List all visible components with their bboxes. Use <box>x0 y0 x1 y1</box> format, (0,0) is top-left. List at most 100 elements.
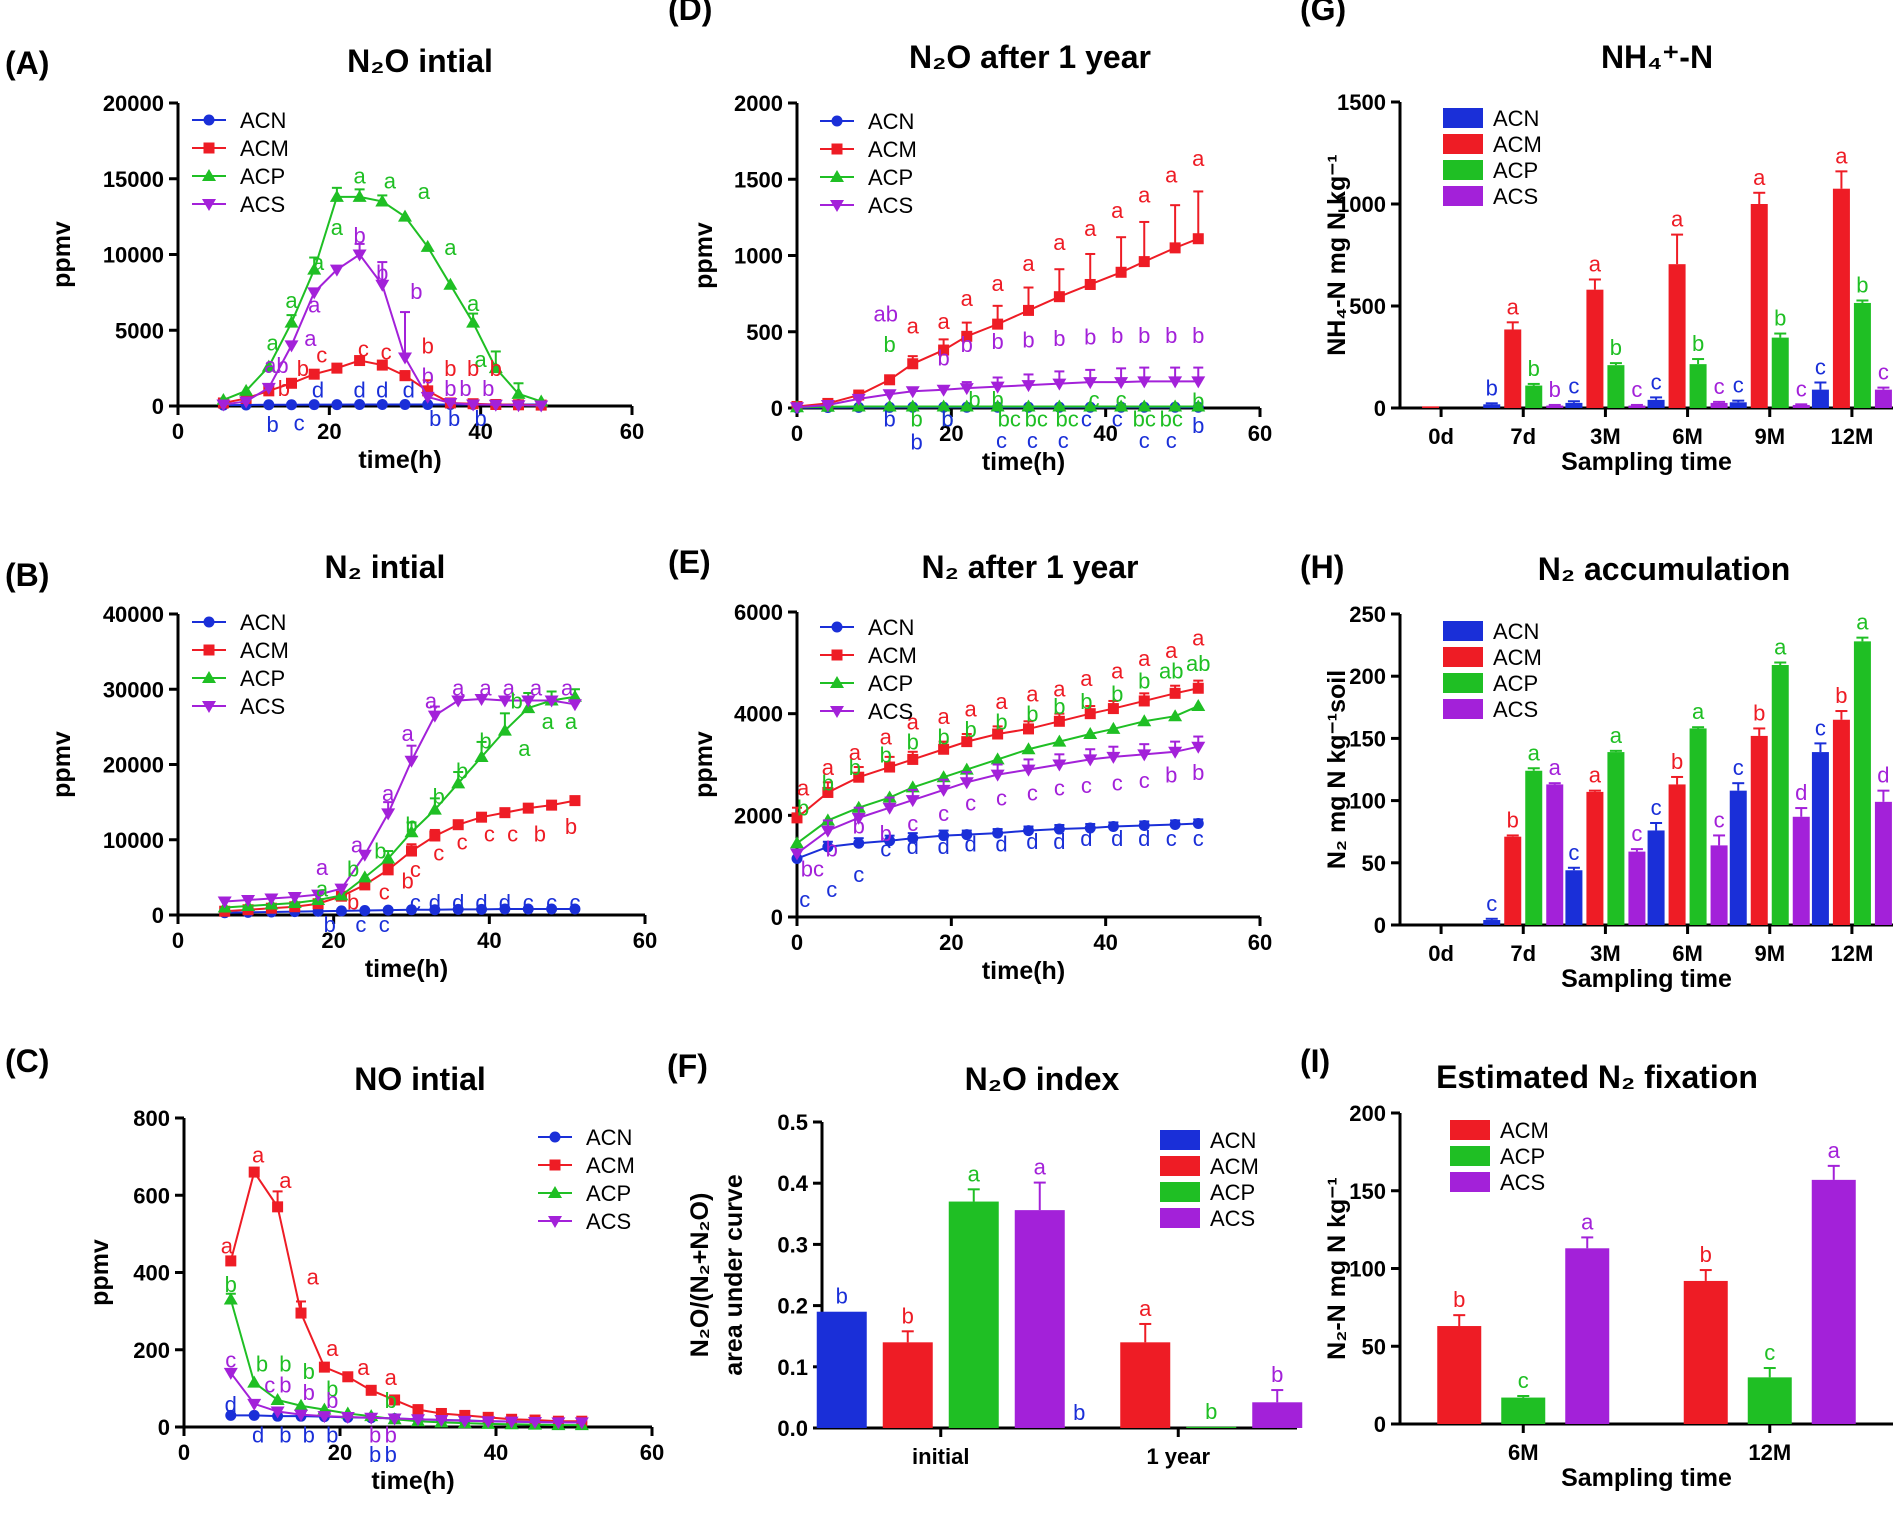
series-ACS <box>217 694 582 909</box>
series-ACN <box>791 817 1204 865</box>
bar-ACS <box>1014 1210 1065 1428</box>
significance-letter: b <box>1205 1399 1217 1424</box>
panel-label: (F) <box>667 1048 708 1084</box>
significance-letter: d <box>353 377 365 402</box>
significance-letter: c <box>1116 387 1127 412</box>
data-point <box>270 1406 285 1419</box>
legend-label: ACS <box>586 1209 631 1234</box>
legend-marker <box>202 701 216 713</box>
data-point <box>1192 233 1204 245</box>
legend-label: ACN <box>240 610 286 635</box>
data-point <box>307 262 322 275</box>
y-tick-label: 15000 <box>103 167 164 192</box>
significance-letter: a <box>425 689 438 714</box>
bar-ACS <box>1874 801 1892 925</box>
significance-letter: a <box>822 755 835 780</box>
legend-swatch <box>1160 1156 1200 1176</box>
data-point <box>990 381 1005 394</box>
data-point <box>474 694 489 707</box>
panel-E: (E) N₂ after 1 year 0 2000 4000 6000 ppmv time(… <box>668 544 1272 985</box>
y-tick-label: 200 <box>1349 1101 1386 1126</box>
significance-letter: b <box>347 889 359 914</box>
legend-marker <box>830 200 844 212</box>
significance-letter: c <box>996 786 1007 811</box>
data-point <box>248 1409 260 1421</box>
significance-letter: c <box>507 822 518 847</box>
data-point <box>1023 304 1034 316</box>
panel-H: (H) N₂ accumulation 0 50 100 150 200 250 N₂ mg N… <box>1300 549 1893 993</box>
data-point <box>420 239 435 252</box>
data-point <box>1083 399 1098 412</box>
significance-letter: c <box>523 890 534 915</box>
legend-swatch <box>1443 186 1483 206</box>
legend-label: ACN <box>586 1125 632 1150</box>
significance-letter: b <box>385 1423 397 1448</box>
significance-letter: b <box>467 356 479 381</box>
y-axis-label: N₂ mg N kg⁻¹soil <box>1323 670 1351 869</box>
significance-letter: b <box>937 725 949 750</box>
data-point <box>511 400 526 413</box>
significance-letter: c <box>1486 891 1497 916</box>
data-point <box>381 851 396 864</box>
data-point <box>223 1367 238 1380</box>
significance-letter: a <box>1835 143 1848 168</box>
data-point <box>286 377 297 389</box>
legend-label: ACS <box>868 699 913 724</box>
data-point <box>1137 399 1152 412</box>
legend-label: ACS <box>240 694 285 719</box>
significance-letter: c <box>410 857 421 882</box>
significance-letter: b <box>353 223 365 248</box>
significance-letter: c <box>938 801 949 826</box>
significance-letter: c <box>880 836 891 861</box>
significance-letter: a <box>1774 635 1787 660</box>
bar-ACN <box>1647 830 1665 925</box>
x-axis-label: time(h) <box>358 446 441 474</box>
significance-letter: b <box>1111 323 1123 348</box>
significance-letter: b <box>422 333 434 358</box>
data-point <box>499 807 511 819</box>
significance-letter: b <box>836 1284 848 1309</box>
data-point <box>375 279 390 292</box>
data-point <box>1084 278 1096 290</box>
legend-marker <box>549 1159 561 1171</box>
data-point <box>399 370 411 382</box>
significance-letter: c <box>1815 715 1826 740</box>
bar-ACS <box>1252 1402 1303 1428</box>
data-point <box>1021 380 1036 393</box>
legend-marker <box>203 644 215 656</box>
legend-label: ACM <box>1493 132 1542 157</box>
significance-letter: b <box>992 387 1004 412</box>
data-point <box>422 385 434 397</box>
data-point <box>354 355 366 367</box>
bar-ACN <box>1729 402 1747 408</box>
significance-letter: bc <box>1055 407 1078 432</box>
bar-ACM <box>882 1342 933 1428</box>
legend-label: ACP <box>1493 158 1538 183</box>
significance-letter: a <box>797 775 810 800</box>
significance-letter: a <box>316 877 329 902</box>
significance-letter: c <box>1139 428 1150 453</box>
data-point <box>340 1411 355 1424</box>
data-point <box>264 893 279 906</box>
data-point <box>1106 721 1121 734</box>
significance-letter: a <box>1581 1209 1594 1234</box>
significance-letter: c <box>355 912 366 937</box>
data-point <box>546 799 558 811</box>
data-point <box>936 384 951 397</box>
data-point <box>389 1394 401 1406</box>
bar-ACN <box>816 1311 867 1428</box>
x-tick-label: 12M <box>1831 941 1874 966</box>
data-point <box>959 383 974 396</box>
bar-ACN <box>1811 389 1829 408</box>
x-axis-label: time(h) <box>371 1467 454 1495</box>
significance-letter: b <box>1271 1362 1283 1387</box>
significance-letter: c <box>1166 826 1177 851</box>
significance-letter: b <box>1192 413 1204 438</box>
significance-letter: b <box>937 346 949 371</box>
legend-swatch <box>1443 160 1483 180</box>
x-tick-label: 7d <box>1510 424 1536 449</box>
significance-letter: c <box>457 829 468 854</box>
significance-letter: ab <box>264 353 288 378</box>
significance-letter: b <box>880 821 892 846</box>
series-line <box>224 698 576 903</box>
